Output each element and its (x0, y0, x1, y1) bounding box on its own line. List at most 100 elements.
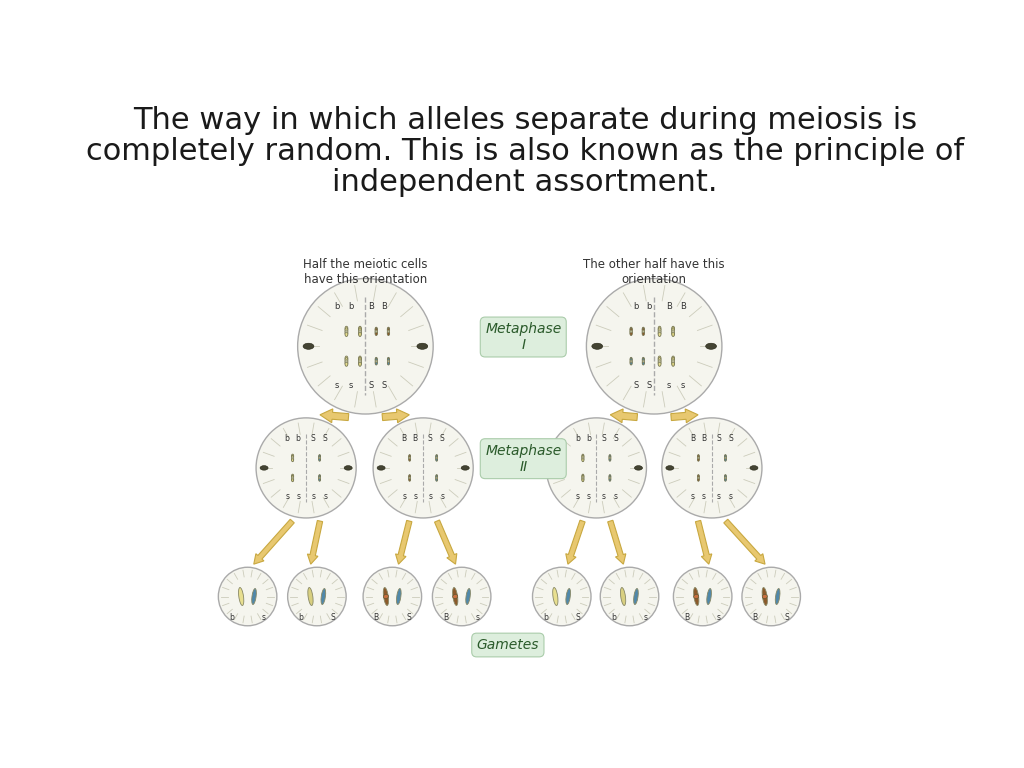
Ellipse shape (436, 475, 437, 478)
Ellipse shape (697, 455, 699, 458)
Ellipse shape (609, 455, 611, 458)
Ellipse shape (642, 362, 644, 365)
Circle shape (345, 330, 348, 333)
Text: Metaphase
I: Metaphase I (485, 322, 561, 352)
Text: s: s (440, 492, 444, 502)
FancyArrow shape (307, 521, 323, 564)
Ellipse shape (345, 358, 348, 362)
Text: b: b (298, 613, 303, 622)
Ellipse shape (658, 332, 662, 336)
Ellipse shape (658, 362, 662, 366)
Text: Metaphase
II: Metaphase II (485, 444, 561, 474)
Text: b: b (229, 613, 233, 622)
Ellipse shape (642, 359, 644, 362)
Ellipse shape (292, 454, 294, 458)
Ellipse shape (658, 326, 662, 331)
Ellipse shape (725, 475, 726, 478)
Ellipse shape (318, 458, 321, 462)
Text: s: s (476, 613, 480, 622)
Ellipse shape (642, 332, 644, 336)
Text: S: S (601, 435, 606, 443)
Ellipse shape (260, 465, 268, 470)
FancyArrow shape (566, 520, 585, 564)
Ellipse shape (697, 455, 699, 458)
Ellipse shape (642, 357, 644, 361)
Ellipse shape (725, 455, 726, 458)
Text: s: s (402, 492, 407, 502)
Ellipse shape (672, 358, 675, 362)
Ellipse shape (630, 327, 632, 331)
Text: s: s (729, 492, 733, 502)
Circle shape (409, 477, 411, 479)
Text: The other half have this
orientation: The other half have this orientation (584, 258, 725, 286)
Text: s: s (575, 492, 580, 502)
Circle shape (697, 457, 699, 458)
Circle shape (436, 457, 437, 458)
Ellipse shape (582, 454, 584, 458)
Text: b: b (285, 435, 290, 443)
Ellipse shape (630, 359, 632, 362)
Ellipse shape (318, 477, 321, 480)
Circle shape (725, 457, 726, 458)
Ellipse shape (409, 478, 411, 482)
Text: Half the meiotic cells
have this orientation: Half the meiotic cells have this orienta… (303, 258, 428, 286)
Text: S: S (785, 613, 790, 622)
Ellipse shape (750, 465, 758, 470)
Text: s: s (262, 613, 265, 622)
Ellipse shape (582, 457, 584, 461)
Ellipse shape (697, 457, 699, 460)
Ellipse shape (344, 465, 352, 470)
Ellipse shape (239, 588, 244, 605)
Ellipse shape (292, 477, 294, 481)
Ellipse shape (292, 455, 294, 458)
Ellipse shape (321, 588, 326, 604)
Ellipse shape (387, 360, 389, 364)
Ellipse shape (377, 465, 385, 470)
Ellipse shape (697, 475, 699, 478)
Circle shape (436, 477, 437, 479)
Circle shape (742, 568, 801, 626)
Ellipse shape (697, 477, 699, 480)
Ellipse shape (318, 457, 321, 460)
Text: s: s (348, 381, 352, 390)
Ellipse shape (375, 330, 378, 334)
FancyArrow shape (382, 409, 410, 422)
Text: s: s (701, 492, 706, 502)
Circle shape (387, 330, 389, 333)
Text: completely random. This is also known as the principle of: completely random. This is also known as… (86, 137, 964, 166)
Circle shape (547, 418, 646, 518)
Ellipse shape (666, 465, 674, 470)
Ellipse shape (375, 357, 377, 361)
Ellipse shape (630, 329, 632, 332)
Text: S: S (717, 435, 721, 443)
FancyArrow shape (434, 520, 457, 564)
Circle shape (358, 330, 361, 333)
Ellipse shape (609, 458, 611, 462)
Text: The way in which alleles separate during meiosis is: The way in which alleles separate during… (133, 106, 916, 135)
Text: S: S (369, 381, 374, 390)
Circle shape (630, 330, 632, 333)
Ellipse shape (453, 594, 458, 598)
Text: s: s (285, 492, 289, 502)
Ellipse shape (693, 594, 698, 598)
Circle shape (358, 359, 361, 362)
Text: B: B (368, 303, 374, 312)
FancyArrow shape (607, 520, 626, 564)
Ellipse shape (609, 475, 611, 478)
FancyArrow shape (610, 409, 638, 422)
Ellipse shape (345, 362, 348, 366)
Ellipse shape (775, 588, 780, 604)
Ellipse shape (630, 360, 632, 364)
Text: s: s (428, 492, 432, 502)
Ellipse shape (409, 455, 411, 458)
Text: b: b (348, 303, 353, 312)
Ellipse shape (303, 343, 314, 349)
Ellipse shape (609, 455, 611, 458)
Ellipse shape (762, 588, 767, 605)
Ellipse shape (621, 588, 626, 605)
Text: b: b (611, 613, 615, 622)
Ellipse shape (318, 455, 321, 458)
FancyArrow shape (695, 521, 712, 564)
Text: B: B (667, 303, 672, 312)
Text: B: B (684, 613, 689, 622)
